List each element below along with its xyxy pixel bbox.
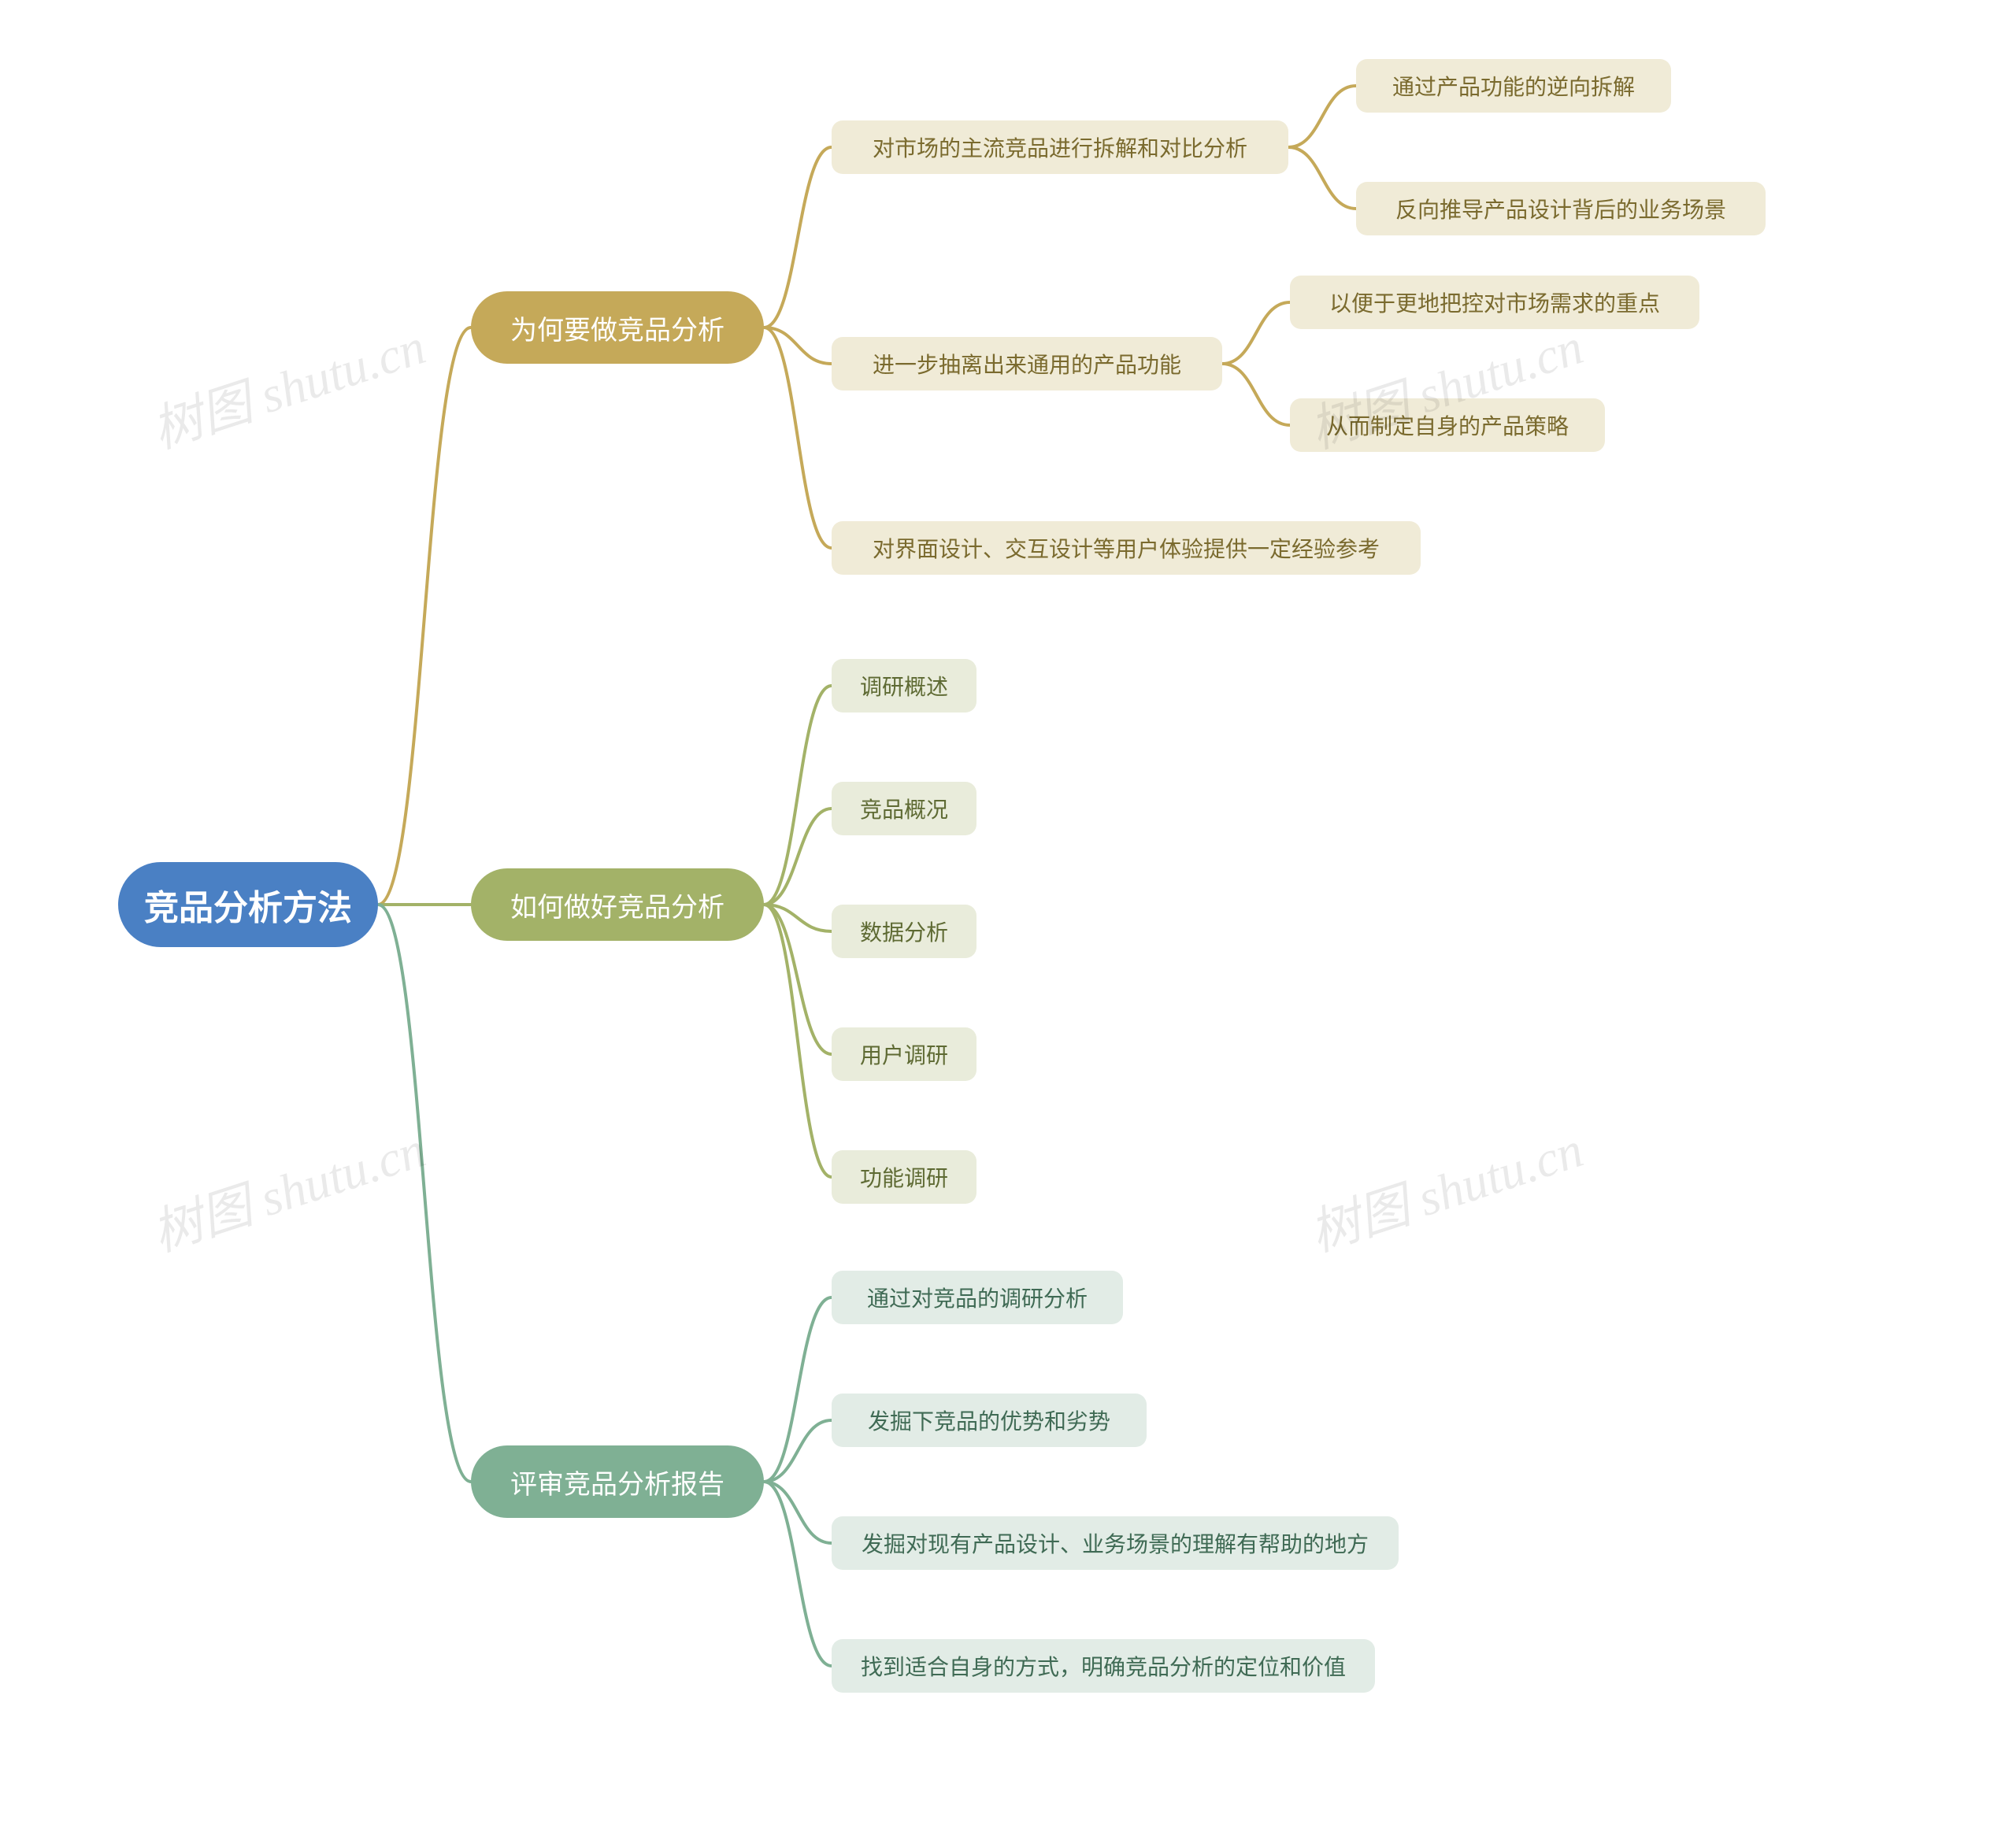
leaf-b2c5[interactable]: 功能调研	[832, 1150, 976, 1204]
leaf-b1c2b[interactable]: 从而制定自身的产品策略	[1290, 398, 1605, 452]
leaf-b1c1b[interactable]: 反向推导产品设计背后的业务场景	[1356, 182, 1766, 235]
leaf-b3c3[interactable]: 发掘对现有产品设计、业务场景的理解有帮助的地方	[832, 1516, 1399, 1570]
mindmap-root[interactable]: 竞品分析方法	[118, 862, 378, 947]
leaf-b1c1a[interactable]: 通过产品功能的逆向拆解	[1356, 59, 1671, 113]
leaf-b1c3[interactable]: 对界面设计、交互设计等用户体验提供一定经验参考	[832, 521, 1421, 575]
leaf-b2c3[interactable]: 数据分析	[832, 905, 976, 958]
leaf-b2c1[interactable]: 调研概述	[832, 659, 976, 712]
leaf-b3c4[interactable]: 找到适合自身的方式，明确竞品分析的定位和价值	[832, 1639, 1375, 1693]
leaf-b2c4[interactable]: 用户调研	[832, 1027, 976, 1081]
watermark: 树图 shutu.cn	[142, 1109, 433, 1265]
leaf-b3c1[interactable]: 通过对竞品的调研分析	[832, 1271, 1123, 1324]
leaf-b3c2[interactable]: 发掘下竞品的优势和劣势	[832, 1394, 1147, 1447]
leaf-b2c2[interactable]: 竞品概况	[832, 782, 976, 835]
branch-how[interactable]: 如何做好竞品分析	[471, 868, 764, 941]
leaf-b1c2[interactable]: 进一步抽离出来通用的产品功能	[832, 337, 1222, 390]
branch-why[interactable]: 为何要做竞品分析	[471, 291, 764, 364]
branch-review[interactable]: 评审竞品分析报告	[471, 1445, 764, 1518]
leaf-b1c2a[interactable]: 以便于更地把控对市场需求的重点	[1290, 276, 1699, 329]
watermark: 树图 shutu.cn	[142, 306, 433, 462]
watermark: 树图 shutu.cn	[1299, 1109, 1591, 1265]
leaf-b1c1[interactable]: 对市场的主流竞品进行拆解和对比分析	[832, 120, 1288, 174]
